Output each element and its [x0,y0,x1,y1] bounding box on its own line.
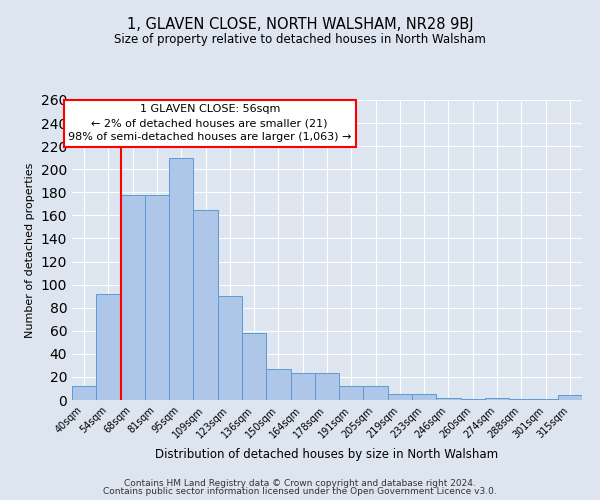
Bar [461,399,485,400]
Bar [509,399,533,400]
Bar [266,369,290,400]
Bar [558,396,582,400]
Text: Contains public sector information licensed under the Open Government Licence v3: Contains public sector information licen… [103,487,497,496]
Bar [145,194,169,400]
Bar [290,374,315,400]
Bar [485,398,509,400]
Bar [96,294,121,400]
Bar [72,386,96,400]
Bar [121,194,145,400]
X-axis label: Distribution of detached houses by size in North Walsham: Distribution of detached houses by size … [155,448,499,461]
Bar [436,398,461,400]
Y-axis label: Number of detached properties: Number of detached properties [25,162,35,338]
Bar [339,386,364,400]
Text: Size of property relative to detached houses in North Walsham: Size of property relative to detached ho… [114,32,486,46]
Bar [533,399,558,400]
Bar [315,374,339,400]
Text: 1, GLAVEN CLOSE, NORTH WALSHAM, NR28 9BJ: 1, GLAVEN CLOSE, NORTH WALSHAM, NR28 9BJ [127,18,473,32]
Bar [412,394,436,400]
Text: Contains HM Land Registry data © Crown copyright and database right 2024.: Contains HM Land Registry data © Crown c… [124,478,476,488]
Bar [193,210,218,400]
Bar [364,386,388,400]
Bar [169,158,193,400]
Text: 1 GLAVEN CLOSE: 56sqm
← 2% of detached houses are smaller (21)
98% of semi-detac: 1 GLAVEN CLOSE: 56sqm ← 2% of detached h… [68,104,352,142]
Bar [388,394,412,400]
Bar [242,333,266,400]
Bar [218,296,242,400]
